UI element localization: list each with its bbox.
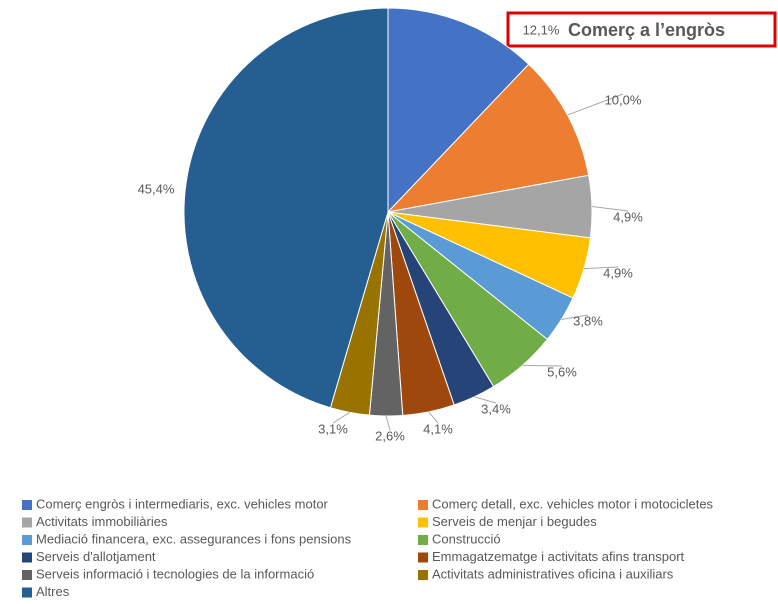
data-label: 3,4% — [481, 401, 511, 416]
legend-swatch — [418, 570, 428, 580]
legend-swatch — [22, 587, 32, 598]
legend-swatch — [22, 552, 32, 563]
legend-swatch — [418, 500, 428, 510]
legend-swatch — [418, 552, 428, 563]
leader-line — [567, 93, 624, 116]
leader-line — [522, 364, 563, 367]
pie-slice — [183, 7, 389, 409]
legend-label: Mediació financera, exc. assegurances i … — [36, 531, 352, 546]
legend-label: Altres — [36, 584, 70, 599]
annotation: Comerç a l’engròs — [568, 20, 725, 40]
pie-slice — [386, 63, 590, 213]
data-label: 4,9% — [603, 265, 633, 280]
data-label: 4,9% — [613, 209, 643, 224]
leader-line — [474, 396, 497, 404]
leader-line — [583, 266, 619, 270]
data-label: 5,6% — [547, 364, 577, 379]
legend-swatch — [22, 500, 32, 510]
data-label: 3,1% — [318, 421, 348, 436]
legend-label: Construcció — [432, 531, 501, 546]
data-label: 4,1% — [423, 421, 453, 436]
legend-label: Serveis informació i tecnologies de la i… — [36, 566, 314, 581]
data-label: 10,0% — [605, 92, 642, 107]
leader-line — [332, 411, 351, 424]
leader-line — [591, 206, 629, 212]
legend-label: Comerç engròs i intermediaris, exc. vehi… — [36, 496, 329, 511]
legend-label: Serveis d'allotjament — [36, 549, 156, 564]
legend-label: Comerç detall, exc. vehicles motor i mot… — [432, 496, 714, 511]
annotation-box — [506, 11, 777, 48]
data-label: 45,4% — [138, 181, 175, 196]
leader-line — [561, 314, 589, 320]
legend-swatch — [418, 517, 428, 528]
legend-label: Activitats administratives oficina i aux… — [432, 566, 674, 581]
leader-line — [385, 415, 391, 431]
leader-line — [428, 411, 439, 424]
legend-swatch — [22, 570, 32, 580]
legend-swatch — [418, 535, 428, 545]
legend-swatch — [22, 517, 32, 528]
pie-slice — [387, 7, 530, 214]
data-label: 12,1% — [523, 22, 560, 37]
legend-swatch — [22, 535, 32, 545]
legend-label: Serveis de menjar i begudes — [432, 514, 597, 529]
legend-label: Emmagatzematge i activitats afins transp… — [432, 549, 685, 564]
data-label: 3,8% — [573, 313, 603, 328]
legend-label: Activitats immobiliàries — [36, 514, 168, 529]
data-label: 2,6% — [375, 428, 405, 443]
